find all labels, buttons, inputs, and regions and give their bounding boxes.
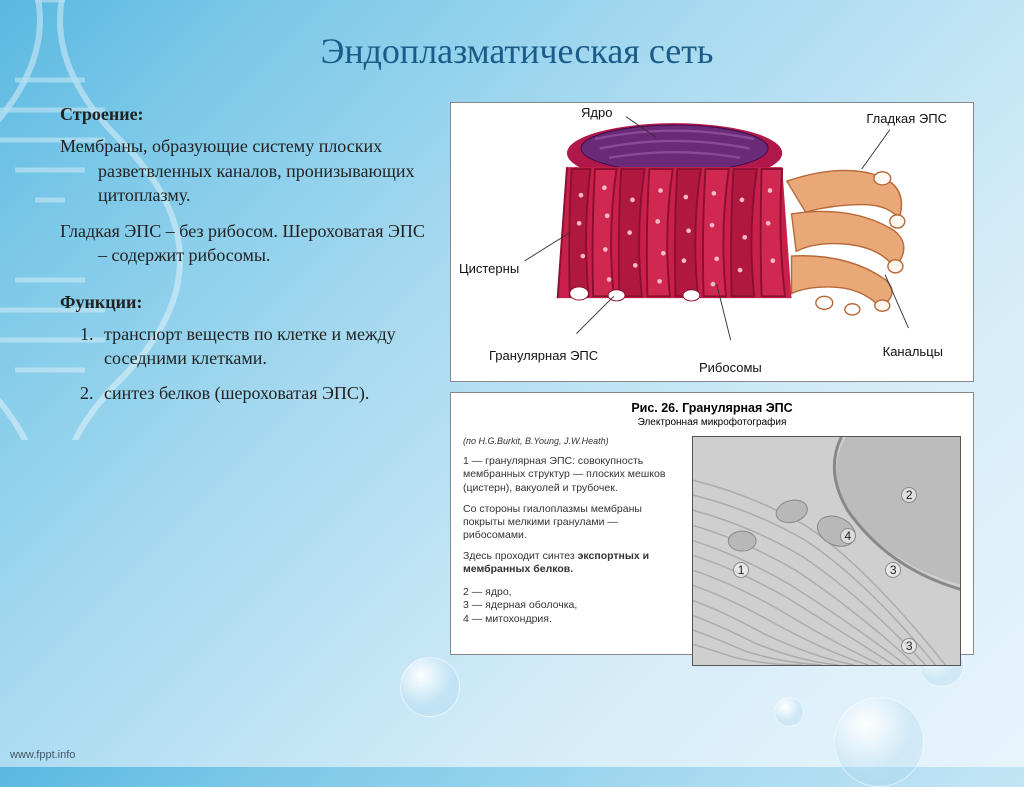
function-item-1: транспорт веществ по клетке и между сосе… — [98, 322, 430, 371]
micrograph-title: Рис. 26. Гранулярная ЭПС — [463, 401, 961, 415]
micrograph-desc-3: Здесь проходит синтез экспортных и мембр… — [463, 550, 684, 576]
micrograph-image-container: 12343 — [692, 436, 961, 646]
micrograph-marker: 4 — [840, 528, 856, 544]
text-column: Строение: Мембраны, образующие систему п… — [60, 102, 430, 655]
micrograph-desc-3-prefix: Здесь проходит синтез — [463, 550, 578, 562]
micrograph-desc-1: 1 — гранулярная ЭПС: совокупность мембра… — [463, 455, 684, 494]
micrograph-desc-2: Со стороны гиалоплазмы мембраны покрыты … — [463, 503, 684, 542]
body-row: Строение: Мембраны, образующие систему п… — [60, 102, 974, 655]
page-title: Эндоплазматическая сеть — [60, 30, 974, 72]
structure-para-1: Мембраны, образующие систему плоских раз… — [98, 134, 430, 207]
micrograph-marker: 3 — [901, 638, 917, 654]
micrograph-text: (по H.G.Burkit, B.Young, J.W.Heath) 1 — … — [463, 436, 692, 646]
image-column: Ядро Гладкая ЭПС Цистерны Гранулярная ЭП… — [450, 102, 974, 655]
legend-item-2: 2 — ядро, — [463, 586, 684, 599]
micrograph-image: 12343 — [692, 436, 961, 666]
legend-item-4: 4 — митохондрия. — [463, 613, 684, 626]
structure-para-2: Гладкая ЭПС – без рибосом. Шероховатая Э… — [98, 219, 430, 268]
micrograph-legend: 2 — ядро, 3 — ядерная оболочка, 4 — мито… — [463, 586, 684, 625]
er-diagram-svg — [459, 111, 965, 373]
micrograph-panel: Рис. 26. Гранулярная ЭПС Электронная мик… — [450, 392, 974, 655]
label-smooth-er: Гладкая ЭПС — [866, 111, 947, 126]
functions-heading: Функции: — [60, 290, 430, 314]
er-diagram-panel: Ядро Гладкая ЭПС Цистерны Гранулярная ЭП… — [450, 102, 974, 382]
micrograph-subtitle: Электронная микрофотография — [463, 417, 961, 428]
functions-list: транспорт веществ по клетке и между сосе… — [98, 322, 430, 405]
legend-item-3: 3 — ядерная оболочка, — [463, 599, 684, 612]
micrograph-credit: (по H.G.Burkit, B.Young, J.W.Heath) — [463, 436, 684, 447]
label-ribosomes: Рибосомы — [699, 360, 762, 375]
label-nucleus: Ядро — [581, 105, 612, 120]
structure-heading: Строение: — [60, 102, 430, 126]
label-cisternae: Цистерны — [459, 261, 519, 276]
label-tubules: Канальцы — [883, 344, 943, 359]
label-granular-er: Гранулярная ЭПС — [489, 348, 598, 363]
function-item-2: синтез белков (шероховатая ЭПС). — [98, 381, 430, 405]
